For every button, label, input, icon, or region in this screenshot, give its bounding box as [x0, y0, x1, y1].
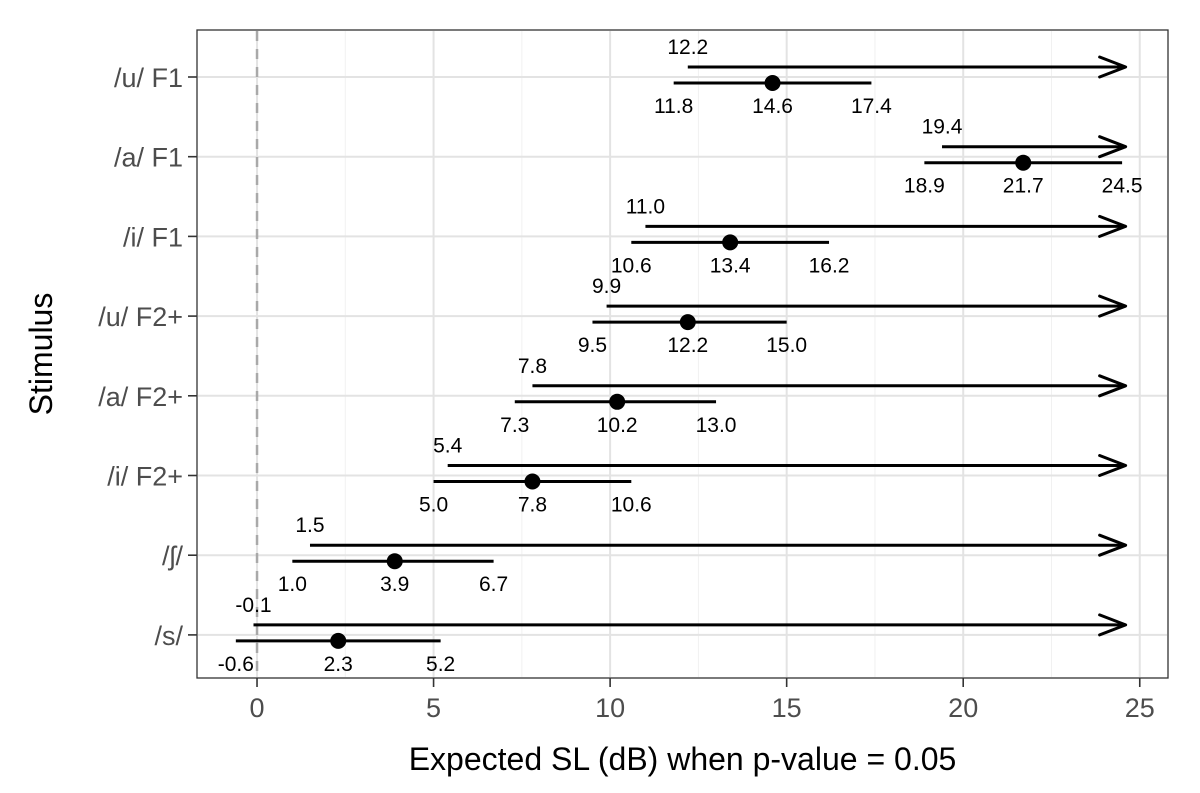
estimate-point	[722, 234, 739, 251]
x-axis-title: Expected SL (dB) when p-value = 0.05	[409, 741, 957, 777]
estimate-point	[609, 393, 626, 410]
estimate-point	[524, 473, 541, 490]
y-tick-label: /i/ F1	[123, 222, 183, 252]
x-tick-label: 25	[1125, 693, 1155, 723]
ci-low-label: 10.6	[611, 254, 652, 277]
estimate-label: 7.8	[518, 494, 547, 517]
arrow-start-label: 7.8	[518, 355, 547, 378]
estimate-label: 14.6	[752, 95, 793, 118]
estimate-point	[764, 75, 781, 91]
marks-layer: 12.2 11.8 14.6 17.4 19.4 18.9 21.7 24.5 11.0 10.6…	[218, 36, 1143, 676]
estimate-label: 13.4	[710, 254, 751, 277]
estimate-point	[330, 632, 347, 649]
y-tick-label: /s/	[154, 621, 183, 651]
arrow-start-label: 12.2	[667, 36, 708, 59]
ci-low-label: 5.0	[419, 494, 448, 517]
plot-panel	[196, 29, 1169, 679]
threshold-arrow-head	[1098, 214, 1128, 238]
ci-low-label: 9.5	[578, 334, 607, 357]
y-tick-label: /i/ F2+	[107, 462, 183, 492]
estimate-point	[386, 553, 403, 570]
x-tick-label: 0	[250, 693, 265, 723]
ci-high-label: 6.7	[479, 573, 508, 596]
ci-high-label: 5.2	[426, 653, 455, 676]
arrow-start-label: 19.4	[922, 116, 963, 139]
estimate-label: 12.2	[667, 334, 708, 357]
y-tick-label: /u/ F1	[114, 63, 183, 93]
arrow-start-label: 11.0	[626, 195, 665, 218]
y-tick-label: /u/ F2+	[98, 302, 183, 332]
threshold-arrow-head	[1098, 374, 1128, 398]
ci-high-label: 17.4	[851, 95, 892, 118]
x-tick-label: 10	[595, 693, 625, 723]
y-tick-label: /a/ F1	[114, 143, 183, 173]
threshold-arrow-head	[1098, 55, 1128, 79]
axis-layer: /u/ F1/a/ F1/i/ F1/u/ F2+ /a/ F2+ /i/ F2+ /…	[98, 63, 1155, 723]
x-tick-label: 20	[948, 693, 978, 723]
estimate-point	[1015, 154, 1032, 171]
y-axis-title: Stimulus	[23, 293, 59, 416]
estimate-label: 21.7	[1003, 175, 1044, 198]
threshold-arrow-head	[1098, 294, 1128, 318]
ci-high-label: 13.0	[696, 414, 737, 437]
grid-layer	[198, 31, 1167, 677]
ci-high-label: 15.0	[766, 334, 807, 357]
ci-high-label: 24.5	[1102, 175, 1143, 198]
ci-low-label: -0.6	[218, 653, 254, 676]
ci-high-label: 10.6	[611, 494, 652, 517]
ci-high-label: 16.2	[809, 254, 850, 277]
ci-low-label: 11.8	[654, 95, 693, 118]
estimate-label: 10.2	[597, 414, 638, 437]
estimate-label: 3.9	[380, 573, 409, 596]
threshold-arrow-head	[1098, 613, 1128, 637]
y-tick-label: /ʃ/	[162, 541, 184, 571]
threshold-arrow-head	[1098, 533, 1128, 557]
y-tick-label: /a/ F2+	[98, 382, 183, 412]
arrow-start-label: 1.5	[295, 514, 324, 537]
ci-low-label: 1.0	[278, 573, 307, 596]
x-tick-label: 15	[772, 693, 802, 723]
estimate-point	[679, 314, 696, 331]
arrow-start-label: 9.9	[592, 275, 621, 298]
threshold-arrow-head	[1098, 135, 1128, 159]
x-tick-label: 5	[426, 693, 441, 723]
ci-low-label: 18.9	[904, 175, 945, 198]
arrow-start-label: -0.1	[235, 594, 271, 617]
ci-low-label: 7.3	[500, 414, 529, 437]
arrow-start-label: 5.4	[433, 435, 463, 458]
estimate-label: 2.3	[324, 653, 353, 676]
threshold-arrow-head	[1098, 454, 1128, 477]
